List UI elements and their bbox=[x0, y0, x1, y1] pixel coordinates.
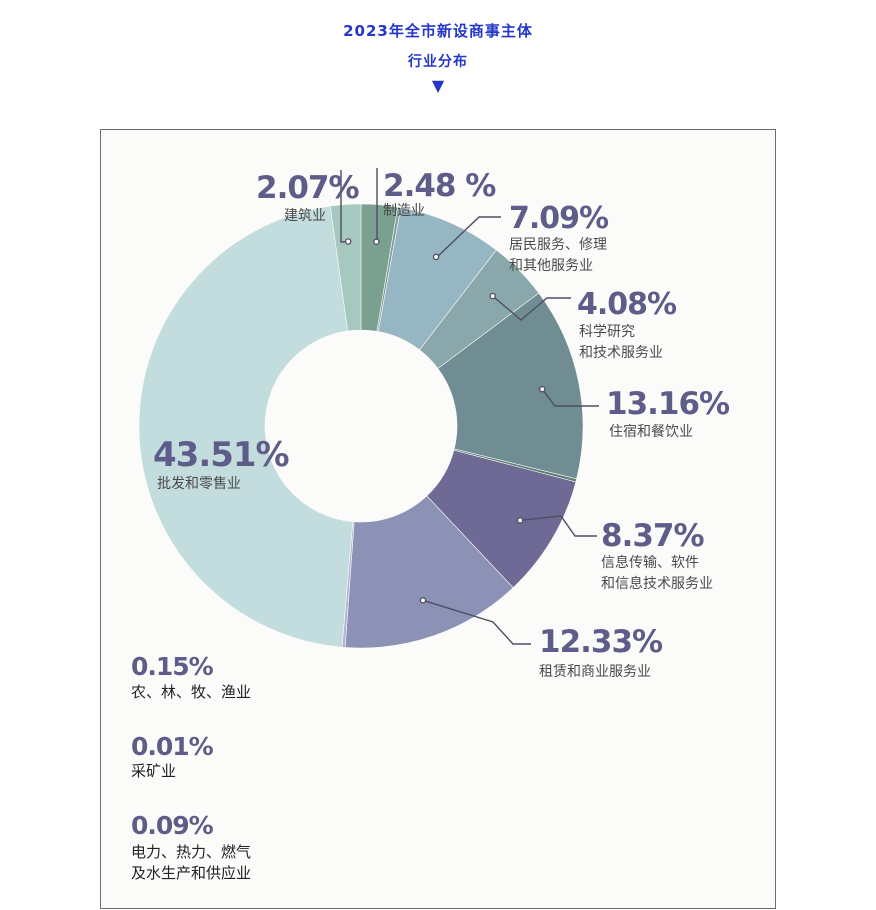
category-label-3: 住宿和餐饮业 bbox=[609, 423, 693, 440]
leader-dot-2 bbox=[489, 292, 496, 300]
leader-line-3 bbox=[541, 388, 599, 407]
category-label-10-line1: 及水生产和供应业 bbox=[131, 864, 251, 882]
value-label-5: 12.33% bbox=[539, 624, 663, 660]
value-label-10: 0.09% bbox=[131, 811, 214, 840]
chart-panel: 2.48 % 制造业 7.09% 居民服务、修理 和其他服务业 4.08% 科学研究和技术服… bbox=[100, 129, 776, 909]
category-label-0: 制造业 bbox=[383, 203, 425, 219]
value-label-6: 43.51% bbox=[153, 435, 289, 475]
category-label-7: 建筑业 bbox=[284, 208, 326, 224]
value-label-2: 4.08% bbox=[577, 287, 677, 322]
down-arrow-icon: ▼ bbox=[431, 76, 445, 95]
value-label-0: 2.48 % bbox=[383, 168, 496, 204]
value-label-9: 0.01% bbox=[131, 732, 214, 761]
category-label-4-line1: 和信息技术服务业 bbox=[601, 575, 713, 592]
leader-dot-1 bbox=[432, 253, 440, 261]
leader-dot-3 bbox=[539, 385, 546, 393]
category-label-9: 采矿业 bbox=[131, 762, 176, 780]
category-label-2-line0: 科学研究 bbox=[579, 324, 635, 340]
value-label-7: 2.07% bbox=[256, 170, 359, 206]
donut-slice-5 bbox=[344, 495, 514, 649]
category-label-10-line0: 电力、热力、燃气 bbox=[131, 843, 251, 861]
value-label-3: 13.16% bbox=[606, 386, 730, 422]
category-label-5: 租赁和商业服务业 bbox=[539, 664, 651, 680]
category-label-2-line1: 和技术服务业 bbox=[579, 345, 663, 361]
category-label-1-line0: 居民服务、修理 bbox=[509, 237, 607, 253]
leader-dot-7 bbox=[344, 238, 352, 245]
category-label-1-line1: 和其他服务业 bbox=[509, 258, 593, 274]
leader-dot-0 bbox=[373, 238, 380, 245]
category-label-6: 批发和零售业 bbox=[157, 476, 241, 492]
leader-line-0 bbox=[375, 168, 378, 242]
leader-line-4 bbox=[520, 515, 597, 537]
leader-dot-4 bbox=[516, 517, 524, 524]
chart-subtitle: 行业分布 bbox=[408, 54, 468, 70]
value-label-8: 0.15% bbox=[131, 652, 214, 681]
value-label-1: 7.09% bbox=[509, 201, 609, 236]
category-label-4-line0: 信息传输、软件 bbox=[601, 554, 699, 571]
category-label-8: 农、林、牧、渔业 bbox=[131, 683, 251, 701]
donut-slice-3 bbox=[437, 292, 584, 480]
chart-title: 2023年全市新设商事主体 bbox=[343, 22, 533, 40]
leader-line-5 bbox=[422, 599, 531, 645]
leader-dot-5 bbox=[419, 597, 427, 604]
donut-slice-6 bbox=[138, 205, 354, 648]
leader-line-2 bbox=[492, 295, 571, 321]
value-label-4: 8.37% bbox=[601, 518, 704, 554]
